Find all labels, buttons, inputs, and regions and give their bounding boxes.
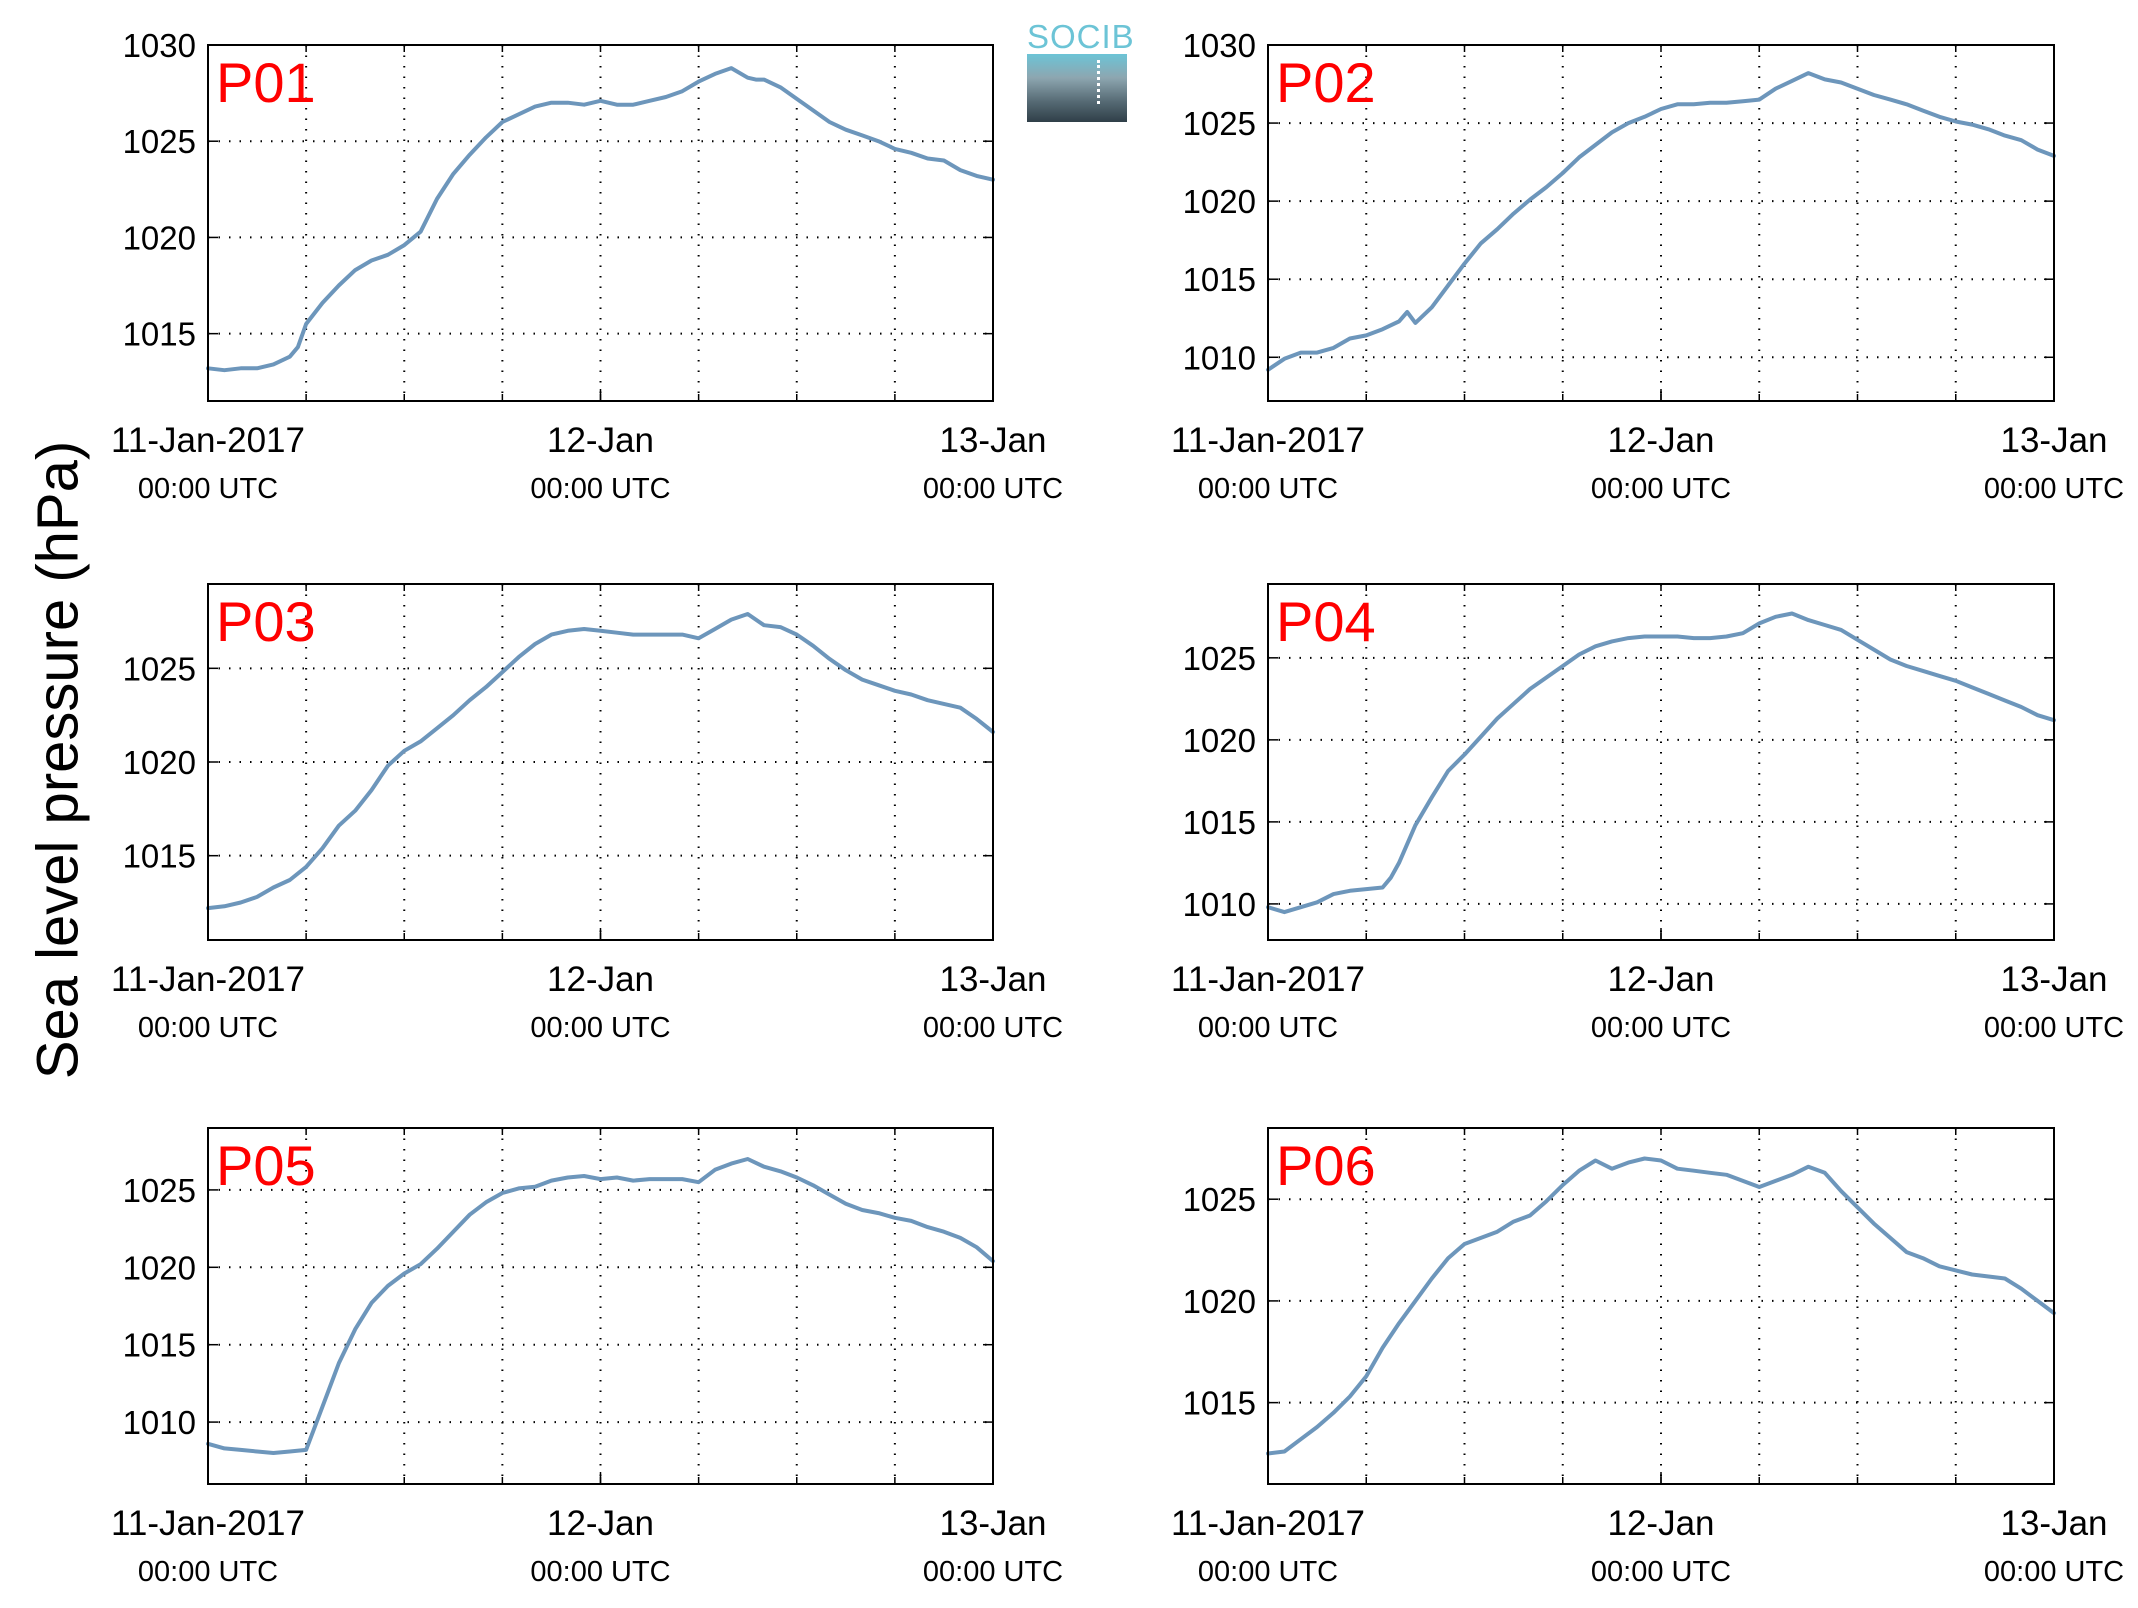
panel-6-xtick-sublabel-2: 00:00 UTC <box>1591 1556 1731 1588</box>
panel-2-ytick-label: 1015 <box>1183 261 1256 298</box>
panel-3-xtick-label-1: 11-Jan-2017 <box>111 960 305 999</box>
panel-1-xtick-sublabel-1: 00:00 UTC <box>138 473 278 505</box>
panel-4-label: P04 <box>1276 590 1376 653</box>
panel-3-xtick-sublabel-3: 00:00 UTC <box>923 1012 1063 1044</box>
panel-5-ytick-label: 1010 <box>123 1404 196 1441</box>
panel-1: 1015 1020 1025 1030 11-Jan-2017 00:00 UTC 12-J… <box>111 27 1063 505</box>
panel-4-xtick-label-3: 13-Jan <box>2000 960 2107 999</box>
panel-3-ytick-label: 1015 <box>123 838 196 875</box>
panel-6-frame <box>1267 1127 2055 1485</box>
panel-3-ytick-label: 1020 <box>123 744 196 781</box>
panel-6-xtick-label-1: 11-Jan-2017 <box>1171 1504 1365 1543</box>
panel-1-ytick-label: 1025 <box>123 123 196 160</box>
panel-2-xtick-label-3: 13-Jan <box>2000 421 2107 460</box>
panel-1-ytick-label: 1015 <box>123 316 196 353</box>
panel-2-frame <box>1267 44 2055 402</box>
panel-3-xtick-label-3: 13-Jan <box>939 960 1046 999</box>
panel-2-ytick-label: 1010 <box>1183 339 1256 376</box>
panel-4-xtick-label-2: 12-Jan <box>1607 960 1714 999</box>
panel-6-ytick-label: 1015 <box>1183 1385 1256 1422</box>
panel-5-ytick-label: 1025 <box>123 1172 196 1209</box>
panel-4-ytick-label: 1015 <box>1183 804 1256 841</box>
socib-logo: SOCIB <box>1027 18 1135 122</box>
panel-4-series-line <box>1266 611 2056 915</box>
panel-1-label: P01 <box>216 51 316 114</box>
panel-3-frame <box>207 583 994 941</box>
panel-6-label: P06 <box>1276 1134 1376 1197</box>
panel-3: 1015 1020 1025 11-Jan-2017 00:00 UTC 12-Jan 00… <box>111 583 1063 1044</box>
panel-5-xtick-label-2: 12-Jan <box>547 1504 654 1543</box>
panel-4-ytick-label: 1020 <box>1183 722 1256 759</box>
panel-4-ytick-label: 1010 <box>1183 886 1256 923</box>
panel-6: 1015 1020 1025 11-Jan-2017 00:00 UTC 12-Jan 00… <box>1171 1127 2124 1588</box>
panel-5-series-line <box>206 1157 995 1455</box>
logo-dots <box>1097 60 1100 104</box>
panel-3-series-line <box>206 612 995 911</box>
panel-5-xtick-label-3: 13-Jan <box>939 1504 1046 1543</box>
panel-2-label: P02 <box>1276 51 1376 114</box>
panel-2: 1010 1015 1020 1025 1030 11-Jan-2017 00:00 UTC… <box>1171 27 2124 505</box>
panel-4-frame <box>1267 583 2055 941</box>
panel-2-ytick-label: 1025 <box>1183 105 1256 142</box>
panel-5-frame <box>207 1127 994 1485</box>
panel-4-xtick-sublabel-3: 00:00 UTC <box>1984 1012 2124 1044</box>
panel-6-xtick-sublabel-3: 00:00 UTC <box>1984 1556 2124 1588</box>
panel-1-xtick-sublabel-2: 00:00 UTC <box>530 473 670 505</box>
panel-2-xtick-sublabel-1: 00:00 UTC <box>1198 473 1338 505</box>
panel-2-xtick-label-2: 12-Jan <box>1607 421 1714 460</box>
panel-1-ytick-label: 1020 <box>123 219 196 256</box>
panel-5-ytick-label: 1015 <box>123 1327 196 1364</box>
panel-6-series-line <box>1266 1156 2056 1456</box>
panel-2-xtick-sublabel-3: 00:00 UTC <box>1984 473 2124 505</box>
logo-text: SOCIB <box>1027 18 1135 55</box>
panel-5-xtick-sublabel-1: 00:00 UTC <box>138 1556 278 1588</box>
panel-5-ytick-label: 1020 <box>123 1249 196 1286</box>
panel-3-ytick-label: 1025 <box>123 650 196 687</box>
panel-2-ytick-label: 1030 <box>1183 27 1256 64</box>
panel-1-xtick-sublabel-3: 00:00 UTC <box>923 473 1063 505</box>
panel-1-series-line <box>206 66 995 373</box>
panel-1-frame <box>207 44 994 402</box>
panel-6-xtick-label-2: 12-Jan <box>1607 1504 1714 1543</box>
panel-2-xtick-sublabel-2: 00:00 UTC <box>1591 473 1731 505</box>
panel-4-xtick-sublabel-2: 00:00 UTC <box>1591 1012 1731 1044</box>
panel-6-ytick-label: 1020 <box>1183 1283 1256 1320</box>
panel-1-ytick-label: 1030 <box>123 27 196 64</box>
panel-2-xtick-label-1: 11-Jan-2017 <box>1171 421 1365 460</box>
panel-5-xtick-sublabel-3: 00:00 UTC <box>923 1556 1063 1588</box>
panel-5-label: P05 <box>216 1134 316 1197</box>
panel-4-xtick-label-1: 11-Jan-2017 <box>1171 960 1365 999</box>
panel-3-xtick-label-2: 12-Jan <box>547 960 654 999</box>
panel-6-xtick-label-3: 13-Jan <box>2000 1504 2107 1543</box>
panel-4-xtick-sublabel-1: 00:00 UTC <box>1198 1012 1338 1044</box>
panel-1-xtick-label-1: 11-Jan-2017 <box>111 421 305 460</box>
panel-6-xtick-sublabel-1: 00:00 UTC <box>1198 1556 1338 1588</box>
panel-6-ytick-label: 1025 <box>1183 1181 1256 1218</box>
panel-4-ytick-label: 1025 <box>1183 640 1256 677</box>
panel-2-ytick-label: 1020 <box>1183 183 1256 220</box>
panel-5: 1010 1015 1020 1025 11-Jan-2017 00:00 UTC 12-J… <box>111 1127 1063 1588</box>
panel-4: 1010 1015 1020 1025 11-Jan-2017 00:00 UTC 12-J… <box>1171 583 2124 1044</box>
panel-2-series-line <box>1266 71 2056 372</box>
panel-3-xtick-sublabel-1: 00:00 UTC <box>138 1012 278 1044</box>
panel-3-label: P03 <box>216 590 316 653</box>
logo-graphic <box>1027 54 1127 122</box>
panel-1-xtick-label-3: 13-Jan <box>939 421 1046 460</box>
panel-1-xtick-label-2: 12-Jan <box>547 421 654 460</box>
panel-3-xtick-sublabel-2: 00:00 UTC <box>530 1012 670 1044</box>
panel-5-xtick-sublabel-2: 00:00 UTC <box>530 1556 670 1588</box>
panel-5-xtick-label-1: 11-Jan-2017 <box>111 1504 305 1543</box>
